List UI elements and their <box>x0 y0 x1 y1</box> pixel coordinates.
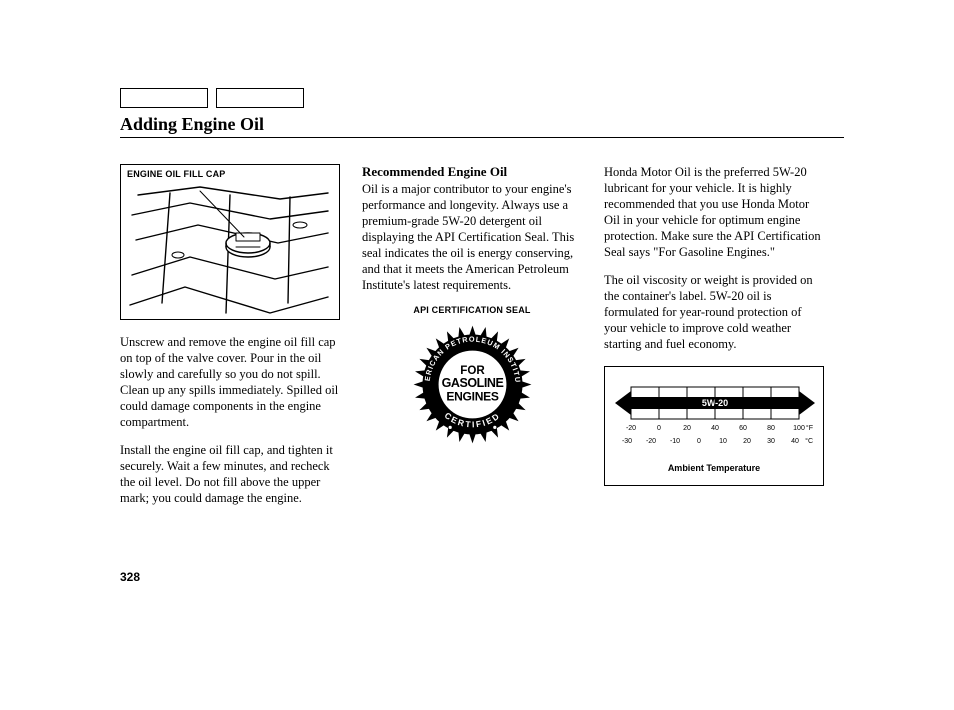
col1-paragraph-1: Unscrew and remove the engine oil fill c… <box>120 334 340 430</box>
seal-center-line1: FOR <box>460 364 485 377</box>
c-tick-3: 0 <box>697 438 701 445</box>
f-tick-6: 100 <box>793 425 805 432</box>
page-title: Adding Engine Oil <box>120 114 844 138</box>
temperature-chart-box: 5W-20 -20 0 20 40 <box>604 366 824 486</box>
api-seal-svg: AMERICAN PETROLEUM INSTITUTE CERTIFIED F… <box>410 322 535 447</box>
temperature-chart-label: Ambient Temperature <box>613 463 815 475</box>
c-tick-4: 10 <box>719 438 727 445</box>
c-tick-2: -10 <box>670 438 680 445</box>
engine-diagram-svg <box>127 185 333 315</box>
page-content: Adding Engine Oil ENGINE OIL FILL CAP <box>120 88 844 518</box>
engine-diagram-label: ENGINE OIL FILL CAP <box>127 169 333 181</box>
recommended-oil-heading: Recommended Engine Oil <box>362 164 507 179</box>
column-2: Recommended Engine Oil Oil is a major con… <box>362 164 582 518</box>
header-box-row <box>120 88 844 108</box>
f-unit: °F <box>806 424 813 432</box>
col3-paragraph-1: Honda Motor Oil is the preferred 5W-20 l… <box>604 164 824 260</box>
header-box-1 <box>120 88 208 108</box>
api-seal-wrap: AMERICAN PETROLEUM INSTITUTE CERTIFIED F… <box>362 322 582 447</box>
temperature-chart-svg: 5W-20 -20 0 20 40 <box>613 381 817 451</box>
f-tick-1: 0 <box>657 425 661 432</box>
col1-paragraph-2: Install the engine oil fill cap, and tig… <box>120 442 340 506</box>
c-tick-0: -30 <box>622 438 632 445</box>
f-tick-2: 20 <box>683 425 691 432</box>
header-box-2 <box>216 88 304 108</box>
f-tick-3: 40 <box>711 425 719 432</box>
col3-paragraph-2: The oil viscosity or weight is provided … <box>604 272 824 352</box>
c-tick-6: 30 <box>767 438 775 445</box>
f-tick-4: 60 <box>739 425 747 432</box>
f-tick-0: -20 <box>626 425 636 432</box>
f-tick-5: 80 <box>767 425 775 432</box>
col2-paragraph-1: Recommended Engine Oil Oil is a major con… <box>362 164 582 293</box>
col2-paragraph-1-body: Oil is a major contributor to your engin… <box>362 182 574 292</box>
engine-diagram-box: ENGINE OIL FILL CAP <box>120 164 340 320</box>
api-seal-label: API CERTIFICATION SEAL <box>362 305 582 317</box>
page-number: 328 <box>120 570 140 584</box>
c-tick-5: 20 <box>743 438 751 445</box>
column-1: ENGINE OIL FILL CAP <box>120 164 340 518</box>
c-tick-7: 40 <box>791 438 799 445</box>
c-unit: °C <box>805 437 813 445</box>
columns: ENGINE OIL FILL CAP <box>120 164 844 518</box>
seal-center-line3: ENGINES <box>446 390 499 404</box>
seal-center-line2: GASOLINE <box>441 376 503 390</box>
c-tick-1: -20 <box>646 438 656 445</box>
column-3: Honda Motor Oil is the preferred 5W-20 l… <box>604 164 824 518</box>
